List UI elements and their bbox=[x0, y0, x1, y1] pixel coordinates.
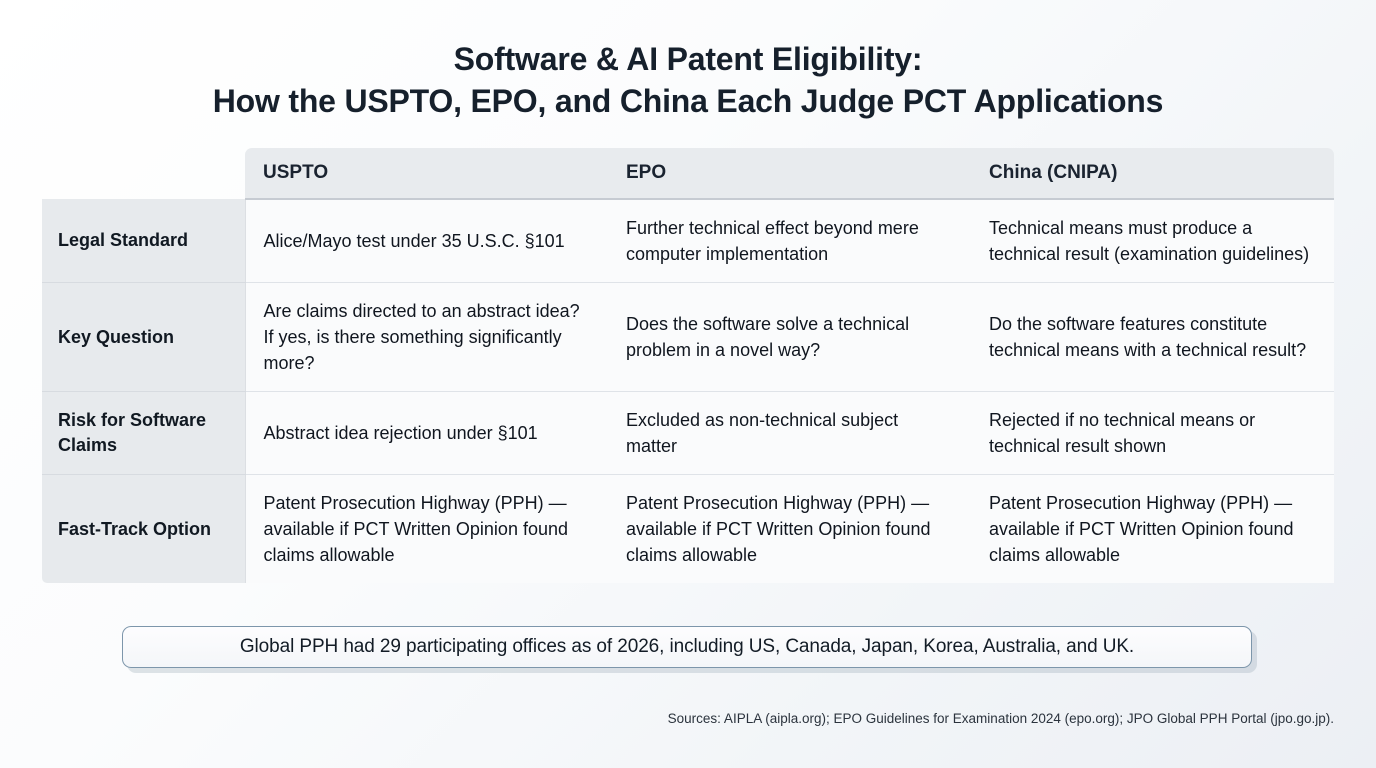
column-header-epo: EPO bbox=[608, 148, 971, 200]
table-body: Legal Standard Alice/Mayo test under 35 … bbox=[42, 199, 1334, 583]
table-corner-cell bbox=[42, 148, 245, 199]
callout-box: Global PPH had 29 participating offices … bbox=[122, 626, 1252, 668]
cell-key-question-china: Do the software features constitute tech… bbox=[971, 282, 1334, 392]
table-row: Legal Standard Alice/Mayo test under 35 … bbox=[42, 199, 1334, 283]
cell-risk-epo: Excluded as non-technical subject matter bbox=[608, 391, 971, 475]
table-row: Risk for Software Claims Abstract idea r… bbox=[42, 391, 1334, 475]
cell-fast-track-china: Patent Prosecution Highway (PPH) — avail… bbox=[971, 474, 1334, 583]
row-label-legal-standard: Legal Standard bbox=[42, 199, 246, 283]
row-label-risk-for-software-claims: Risk for Software Claims bbox=[42, 391, 246, 475]
table-header: USPTO EPO China (CNIPA) bbox=[42, 148, 1334, 200]
row-label-key-question: Key Question bbox=[42, 282, 246, 392]
cell-legal-standard-uspto: Alice/Mayo test under 35 U.S.C. §101 bbox=[245, 199, 608, 283]
cell-fast-track-epo: Patent Prosecution Highway (PPH) — avail… bbox=[608, 474, 971, 583]
cell-fast-track-uspto: Patent Prosecution Highway (PPH) — avail… bbox=[245, 474, 608, 583]
cell-risk-china: Rejected if no technical means or techni… bbox=[971, 391, 1334, 475]
page-title: Software & AI Patent Eligibility: How th… bbox=[0, 38, 1376, 122]
callout-text: Global PPH had 29 participating offices … bbox=[239, 636, 1135, 657]
table-header-row: USPTO EPO China (CNIPA) bbox=[42, 148, 1334, 200]
cell-risk-uspto: Abstract idea rejection under §101 bbox=[245, 391, 608, 475]
column-header-uspto: USPTO bbox=[245, 148, 608, 200]
comparison-table-wrapper: USPTO EPO China (CNIPA) Legal Standard A… bbox=[42, 148, 1334, 583]
table-row: Key Question Are claims directed to an a… bbox=[42, 282, 1334, 392]
column-header-china: China (CNIPA) bbox=[971, 148, 1334, 200]
sources-note: Sources: AIPLA (aipla.org); EPO Guidelin… bbox=[667, 711, 1334, 726]
cell-legal-standard-epo: Further technical effect beyond mere com… bbox=[608, 199, 971, 283]
cell-key-question-uspto: Are claims directed to an abstract idea?… bbox=[245, 282, 608, 392]
cell-key-question-epo: Does the software solve a technical prob… bbox=[608, 282, 971, 392]
title-line-2: How the USPTO, EPO, and China Each Judge… bbox=[212, 83, 1164, 119]
cell-legal-standard-china: Technical means must produce a technical… bbox=[971, 199, 1334, 283]
comparison-table: USPTO EPO China (CNIPA) Legal Standard A… bbox=[42, 148, 1334, 583]
table-row: Fast-Track Option Patent Prosecution Hig… bbox=[42, 474, 1334, 583]
title-line-1: Software & AI Patent Eligibility: bbox=[453, 41, 923, 77]
row-label-fast-track-option: Fast-Track Option bbox=[42, 474, 246, 583]
